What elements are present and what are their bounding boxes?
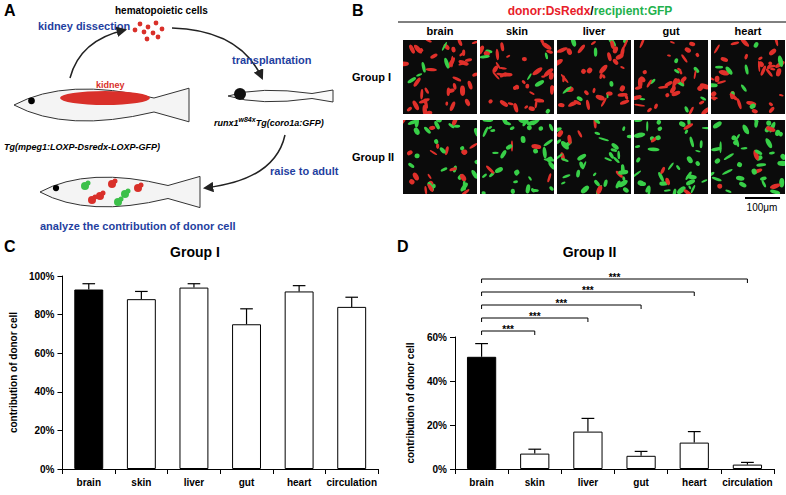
svg-text:contribution of donor cell: contribution of donor cell — [8, 312, 19, 433]
svg-text:circulation: circulation — [722, 477, 773, 488]
svg-text:60%: 60% — [427, 332, 447, 343]
svg-text:Group II: Group II — [352, 151, 394, 163]
svg-text:brain: brain — [427, 25, 454, 37]
svg-text:0%: 0% — [40, 464, 55, 475]
svg-text:gut: gut — [662, 25, 679, 37]
svg-text:liver: liver — [184, 477, 205, 488]
svg-text:runx1w84xTg(coro1a:GFP): runx1w84xTg(coro1a:GFP) — [214, 116, 324, 128]
svg-text:Group I: Group I — [170, 244, 220, 260]
svg-text:liver: liver — [583, 25, 606, 37]
svg-text:raise to adult: raise to adult — [270, 165, 339, 177]
svg-text:analyze the contribution of do: analyze the contribution of donor cell — [40, 220, 236, 232]
svg-text:Tg(mpeg1:LOXP-Dsredx-LOXP-GFP): Tg(mpeg1:LOXP-Dsredx-LOXP-GFP) — [4, 142, 160, 152]
svg-text:20%: 20% — [427, 420, 447, 431]
svg-text:80%: 80% — [34, 309, 54, 320]
svg-text:100%: 100% — [29, 271, 55, 282]
svg-text:A: A — [4, 2, 16, 19]
svg-text:kidney: kidney — [96, 80, 125, 90]
svg-text:Group II: Group II — [563, 244, 617, 260]
svg-text:40%: 40% — [34, 386, 54, 397]
svg-text:D: D — [397, 238, 409, 255]
svg-text:40%: 40% — [427, 376, 447, 387]
svg-text:skin: skin — [131, 477, 151, 488]
svg-text:transplantation: transplantation — [232, 54, 312, 66]
svg-text:heart: heart — [682, 477, 707, 488]
svg-text:B: B — [352, 2, 364, 19]
svg-text:skin: skin — [506, 25, 528, 37]
svg-text:brain: brain — [77, 477, 101, 488]
svg-text:gut: gut — [239, 477, 255, 488]
svg-text:20%: 20% — [34, 425, 54, 436]
svg-text:***: *** — [529, 311, 541, 322]
svg-text:skin: skin — [525, 477, 545, 488]
svg-text:contribution of donor cell: contribution of donor cell — [405, 342, 416, 463]
svg-text:***: *** — [502, 324, 514, 335]
svg-text:Group I: Group I — [352, 71, 391, 83]
svg-text:0%: 0% — [433, 464, 448, 475]
svg-text:heart: heart — [287, 477, 312, 488]
svg-text:donor:DsRedx/recipient:GFP: donor:DsRedx/recipient:GFP — [508, 4, 673, 18]
svg-text:kidney dissection: kidney dissection — [38, 20, 131, 32]
svg-text:60%: 60% — [34, 348, 54, 359]
svg-text:C: C — [4, 238, 16, 255]
svg-text:circulation: circulation — [326, 477, 377, 488]
svg-text:***: *** — [555, 298, 567, 309]
svg-text:hematopoietic cells: hematopoietic cells — [115, 5, 208, 16]
svg-text:brain: brain — [469, 477, 493, 488]
svg-text:liver: liver — [578, 477, 599, 488]
svg-text:100μm: 100μm — [747, 202, 778, 213]
svg-text:gut: gut — [633, 477, 649, 488]
svg-text:***: *** — [582, 285, 594, 296]
svg-text:***: *** — [609, 272, 621, 283]
svg-text:heart: heart — [735, 25, 762, 37]
